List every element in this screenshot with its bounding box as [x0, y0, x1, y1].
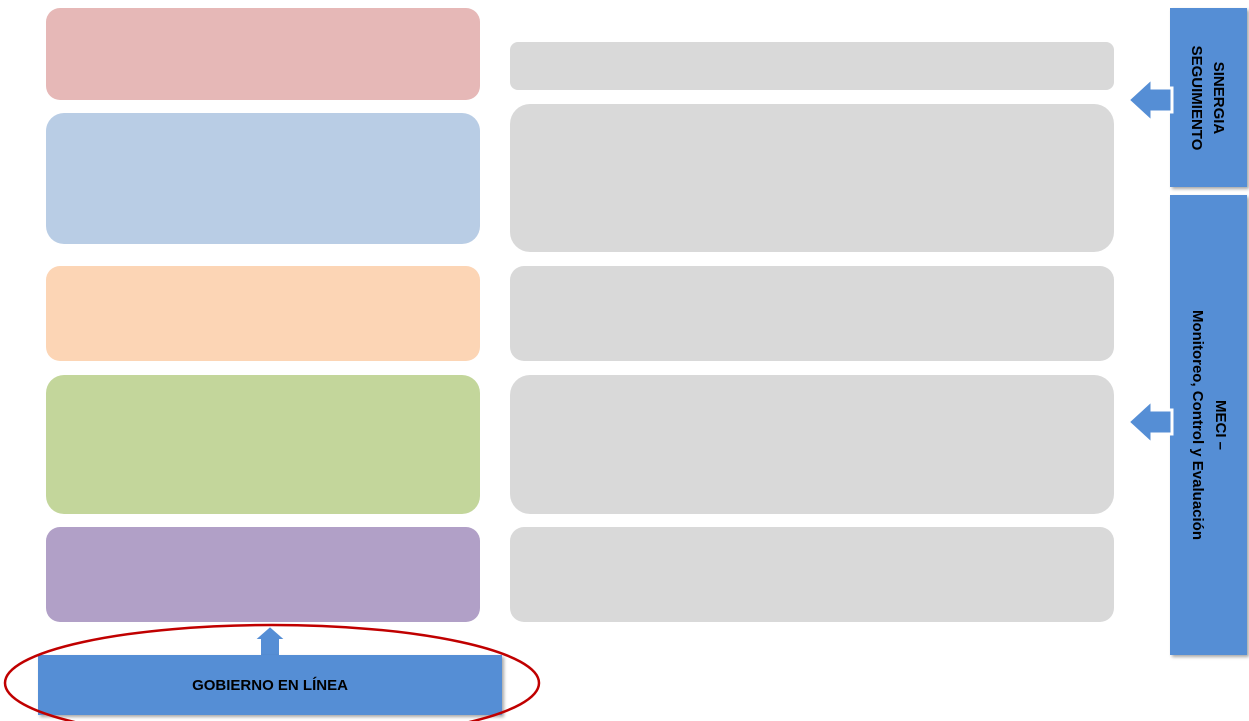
box-gray: [510, 266, 1114, 361]
box-gray: [510, 527, 1114, 622]
box-gray: [510, 42, 1114, 90]
box-peach: [46, 266, 480, 361]
box-gray: [510, 104, 1114, 252]
highlight-ellipse: [3, 623, 541, 721]
box-red: [46, 8, 480, 100]
arrow-left: [1125, 74, 1174, 126]
bottom-box: [38, 655, 502, 715]
panel-text: SEGUIMIENTO: [1188, 46, 1205, 151]
panel-text: Monitoreo, Control y Evaluación: [1189, 310, 1206, 540]
panel-text: SINERGIA: [1210, 62, 1227, 135]
arrow-left: [1125, 396, 1174, 448]
box-green: [46, 375, 480, 514]
box-blue: [46, 113, 480, 244]
box-gray: [510, 375, 1114, 514]
panel-meci: [1170, 195, 1247, 655]
box-purple: [46, 527, 480, 622]
panel-text: MECI –: [1212, 400, 1229, 450]
panel-sinergia: [1170, 8, 1247, 187]
bottom-label: GOBIERNO EN LÍNEA: [192, 677, 348, 694]
arrow-up: [251, 624, 289, 657]
